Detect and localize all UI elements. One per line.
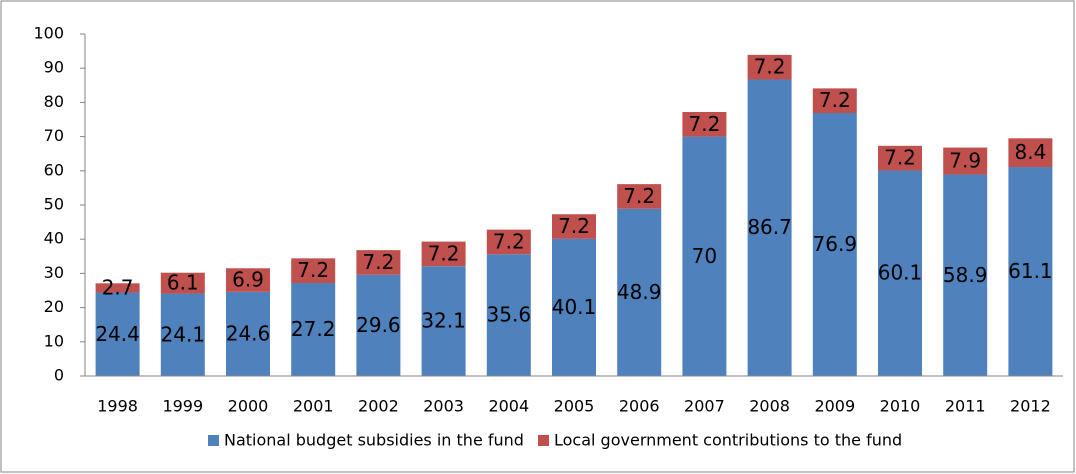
data-label: 24.1	[161, 322, 206, 346]
legend-label: Local government contributions to the fu…	[554, 431, 902, 450]
bar-segment	[226, 268, 270, 292]
x-tick-label: 2012	[1010, 397, 1051, 416]
y-tick-label: 70	[44, 126, 64, 145]
x-tick-label: 2008	[749, 397, 790, 416]
x-tick-label: 2006	[619, 397, 660, 416]
x-tick-label: 2004	[488, 397, 529, 416]
bar-segment	[160, 293, 205, 376]
x-tick-label: 2007	[684, 397, 725, 416]
bar-segment	[486, 229, 531, 255]
bar-segment	[747, 54, 792, 80]
data-label: 6.1	[167, 271, 199, 295]
bar-segment	[226, 291, 270, 376]
data-label: 27.2	[291, 317, 336, 341]
bar-segment	[617, 208, 662, 376]
x-tick-label: 1999	[162, 397, 203, 416]
bar-segment	[356, 274, 401, 376]
x-tick-label: 2011	[945, 397, 986, 416]
bar-segment	[291, 282, 336, 376]
y-tick-label: 40	[44, 229, 64, 248]
x-tick-label: 2001	[293, 397, 334, 416]
bar-segment	[943, 147, 988, 175]
x-tick-label: 2000	[228, 397, 269, 416]
legend-label: National budget subsidies in the fund	[224, 431, 524, 450]
data-label: 7.2	[362, 250, 394, 274]
x-tick-label: 2009	[814, 397, 855, 416]
data-label: 40.1	[552, 295, 597, 319]
bar-segment	[812, 113, 857, 376]
data-label: 2.7	[102, 275, 134, 299]
bar-segment	[943, 174, 988, 376]
y-tick-label: 30	[44, 263, 64, 282]
data-label: 24.6	[226, 321, 271, 345]
y-tick-label: 10	[44, 331, 64, 350]
data-label: 61.1	[1008, 259, 1053, 283]
y-tick-label: 60	[44, 160, 64, 179]
bar-segment	[421, 241, 466, 267]
data-label: 7.2	[623, 184, 655, 208]
bar-segment	[95, 292, 140, 376]
data-label: 70	[692, 244, 717, 268]
bar-segment	[812, 88, 857, 114]
data-label: 60.1	[878, 261, 923, 285]
y-tick-label: 100	[33, 24, 64, 43]
bar-segment	[617, 184, 662, 209]
data-label: 86.7	[747, 215, 792, 239]
y-tick-label: 50	[44, 195, 64, 214]
legend-swatch	[538, 435, 549, 446]
bar-segment	[682, 136, 727, 376]
data-label: 58.9	[943, 263, 988, 287]
y-tick-label: 80	[44, 92, 64, 111]
data-label: 76.9	[813, 232, 858, 256]
data-label: 7.2	[884, 146, 916, 170]
bar-segment	[95, 283, 140, 293]
bar-segment	[291, 258, 336, 283]
data-label: 7.2	[819, 88, 851, 112]
data-label: 48.9	[617, 280, 662, 304]
x-tick-label: 1998	[97, 397, 138, 416]
bar-segment	[356, 250, 401, 275]
bar-segment	[1008, 138, 1053, 168]
data-label: 24.4	[95, 322, 140, 346]
bar-segment	[747, 79, 792, 377]
data-label: 7.9	[949, 149, 981, 173]
x-tick-label: 2005	[554, 397, 595, 416]
data-label: 8.4	[1014, 140, 1046, 164]
bar-segment	[486, 254, 531, 376]
data-label: 29.6	[356, 313, 401, 337]
bar-segment	[552, 214, 596, 239]
data-label: 7.2	[493, 229, 525, 253]
y-tick-label: 0	[54, 366, 64, 385]
data-label: 7.2	[297, 258, 329, 282]
bar-segment	[552, 238, 596, 376]
bar-segment	[1008, 167, 1053, 376]
legend-swatch	[208, 435, 219, 446]
x-tick-label: 2003	[423, 397, 464, 416]
data-label: 7.2	[754, 55, 786, 79]
bar-segment	[878, 145, 922, 171]
data-label: 32.1	[421, 309, 466, 333]
y-tick-label: 20	[44, 297, 64, 316]
data-label: 6.9	[232, 268, 264, 292]
y-tick-label: 90	[44, 58, 64, 77]
data-label: 35.6	[487, 303, 532, 327]
x-tick-label: 2010	[880, 397, 921, 416]
x-tick-label: 2002	[358, 397, 399, 416]
data-label: 7.2	[688, 112, 720, 136]
bar-segment	[160, 272, 205, 294]
bar-segment	[421, 266, 466, 376]
data-label: 7.2	[558, 214, 590, 238]
bar-segment	[878, 170, 922, 376]
data-label: 7.2	[428, 241, 460, 265]
bar-segment	[682, 111, 727, 137]
